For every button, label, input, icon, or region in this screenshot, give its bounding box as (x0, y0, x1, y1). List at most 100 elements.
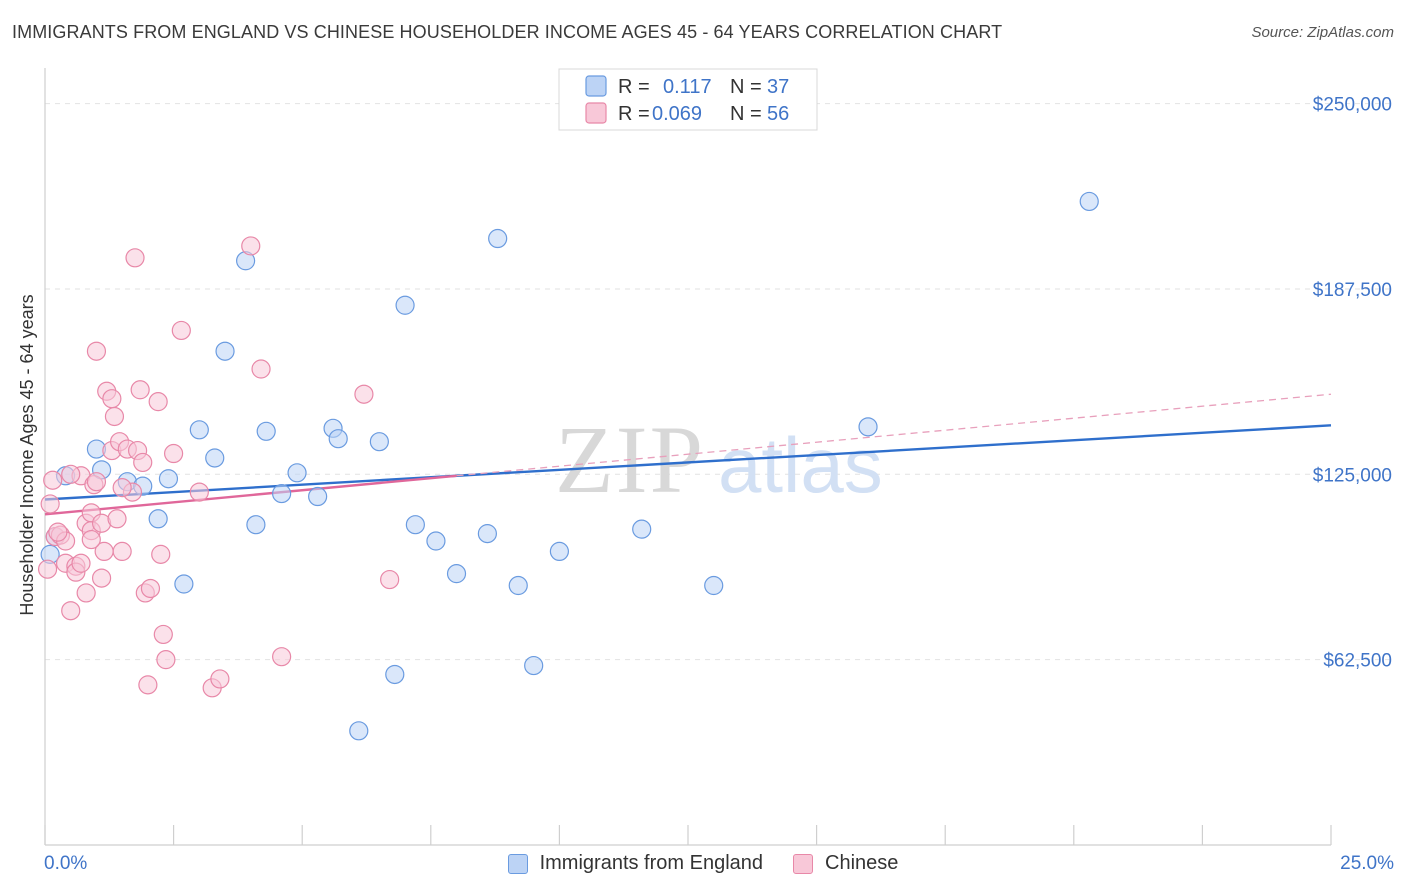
point-chinese-35[interactable] (138, 675, 158, 695)
legend-r-label-chinese: R = (618, 103, 650, 125)
point-chinese-47[interactable] (251, 359, 271, 379)
point-chinese-40[interactable] (156, 650, 176, 670)
trend-line-dashed-1 (456, 393, 1332, 477)
point-england-14[interactable] (256, 421, 276, 441)
trend-lines (44, 393, 1332, 516)
point-england-9[interactable] (189, 420, 209, 440)
legend-n-label-england: N = (730, 76, 762, 98)
point-chinese-55[interactable] (112, 478, 132, 498)
point-england-11[interactable] (215, 341, 235, 361)
y-tick-labels: $62,500 $125,000 $187,500 $250,000 (1313, 95, 1392, 672)
grid-lines (45, 103, 1394, 661)
point-chinese-0[interactable] (37, 559, 58, 579)
x-tick-labels: 0.0% 25.0% (44, 853, 1394, 874)
point-chinese-48[interactable] (272, 647, 292, 667)
point-england-13[interactable] (246, 515, 266, 535)
point-chinese-54[interactable] (81, 529, 101, 550)
x-tick-label-right: 25.0% (1340, 853, 1394, 874)
legend-r-value-england: 0.117 (663, 76, 712, 98)
point-england-30[interactable] (524, 655, 544, 676)
point-england-22[interactable] (385, 664, 405, 685)
point-chinese-41[interactable] (164, 443, 184, 464)
point-chinese-30[interactable] (125, 248, 145, 268)
point-england-8[interactable] (174, 574, 194, 594)
point-chinese-1[interactable] (40, 494, 60, 514)
point-chinese-11[interactable] (76, 583, 96, 603)
y-tick-label-0: $62,500 (1323, 651, 1392, 672)
point-england-19[interactable] (328, 429, 348, 449)
watermark-atlas: atlas (718, 421, 883, 509)
point-chinese-23[interactable] (102, 389, 122, 409)
point-chinese-37[interactable] (148, 392, 168, 412)
point-chinese-33[interactable] (133, 452, 153, 473)
point-england-7[interactable] (158, 469, 179, 489)
point-england-32[interactable] (632, 519, 652, 539)
point-england-27[interactable] (477, 524, 497, 544)
chart-title: IMMIGRANTS FROM ENGLAND VS CHINESE HOUSE… (12, 22, 1003, 42)
legend-swatch-chinese-bottom (793, 853, 814, 874)
point-england-20[interactable] (349, 721, 369, 741)
legend-label-chinese: Chinese (825, 852, 899, 874)
point-chinese-39[interactable] (153, 624, 173, 645)
point-chinese-45[interactable] (210, 669, 230, 689)
legend-swatch-england-bottom (507, 853, 528, 874)
point-chinese-24[interactable] (104, 406, 125, 427)
point-chinese-25[interactable] (107, 509, 127, 529)
point-england-28[interactable] (488, 228, 508, 249)
point-chinese-38[interactable] (151, 544, 171, 564)
source-credit: Source: ZipAtlas.com (1251, 24, 1394, 41)
legend-swatch-chinese (585, 102, 607, 124)
point-chinese-7[interactable] (61, 601, 81, 621)
point-chinese-2[interactable] (43, 470, 63, 490)
legend-swatch-england (585, 75, 607, 97)
point-england-25[interactable] (426, 531, 446, 551)
point-chinese-46[interactable] (241, 236, 261, 256)
legend-r-label-england: R = (618, 76, 650, 98)
point-chinese-50[interactable] (380, 569, 400, 590)
point-chinese-42[interactable] (171, 320, 191, 341)
trend-line-1 (44, 474, 457, 516)
x-tick-label-left: 0.0% (44, 853, 87, 874)
point-england-33[interactable] (704, 575, 724, 596)
point-england-10[interactable] (205, 448, 225, 468)
point-england-17[interactable] (308, 486, 328, 507)
point-england-15[interactable] (272, 483, 292, 504)
axes (44, 68, 1332, 846)
point-england-31[interactable] (549, 541, 570, 562)
series-legend: Immigrants from England Chinese (0, 852, 1406, 875)
point-england-16[interactable] (287, 463, 307, 483)
point-chinese-18[interactable] (91, 568, 112, 588)
point-chinese-52[interactable] (61, 464, 81, 484)
point-chinese-53[interactable] (71, 553, 91, 573)
legend-n-value-chinese: 56 (767, 103, 789, 125)
y-axis-label: Householder Income Ages 45 - 64 years (17, 294, 37, 615)
legend-n-value-england: 37 (767, 76, 789, 98)
point-england-24[interactable] (405, 515, 425, 535)
point-chinese-32[interactable] (130, 380, 150, 400)
point-chinese-17[interactable] (86, 341, 107, 361)
point-england-6[interactable] (148, 509, 168, 529)
legend-label-england: Immigrants from England (539, 852, 764, 874)
legend-n-label-chinese: N = (730, 103, 762, 125)
point-chinese-16[interactable] (86, 472, 107, 492)
data-points (37, 191, 1099, 741)
point-england-21[interactable] (369, 432, 389, 452)
y-tick-label-2: $187,500 (1313, 280, 1392, 301)
y-tick-label-1: $125,000 (1313, 465, 1392, 486)
point-chinese-43[interactable] (189, 482, 209, 502)
point-england-29[interactable] (508, 575, 528, 596)
point-chinese-51[interactable] (48, 522, 68, 542)
point-england-35[interactable] (1079, 191, 1099, 212)
point-england-34[interactable] (858, 417, 878, 437)
legend-r-value-chinese: 0.069 (652, 103, 702, 125)
point-chinese-49[interactable] (354, 384, 374, 404)
point-chinese-27[interactable] (112, 541, 132, 562)
point-chinese-36[interactable] (140, 578, 161, 599)
legend-item-england[interactable]: Immigrants from England (507, 852, 764, 875)
y-tick-label-3: $250,000 (1313, 95, 1392, 116)
point-england-26[interactable] (446, 564, 467, 584)
point-england-23[interactable] (395, 295, 415, 315)
legend-item-chinese[interactable]: Chinese (793, 852, 898, 875)
trend-line-0 (44, 424, 1332, 501)
